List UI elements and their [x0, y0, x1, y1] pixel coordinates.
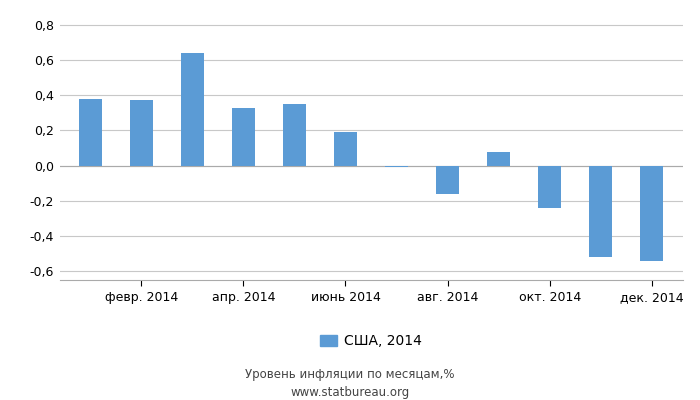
Text: www.statbureau.org: www.statbureau.org	[290, 386, 410, 399]
Bar	[130, 100, 153, 166]
Bar	[181, 53, 204, 166]
Bar	[436, 166, 459, 194]
Bar	[232, 108, 255, 166]
Bar	[640, 166, 664, 261]
Legend: США, 2014: США, 2014	[321, 334, 421, 348]
Bar	[334, 132, 357, 166]
Bar	[589, 166, 612, 257]
Bar	[487, 152, 510, 166]
Bar	[538, 166, 561, 208]
Bar	[385, 166, 408, 167]
Text: Уровень инфляции по месяцам,%: Уровень инфляции по месяцам,%	[245, 368, 455, 381]
Bar	[78, 99, 102, 166]
Bar	[283, 104, 306, 166]
